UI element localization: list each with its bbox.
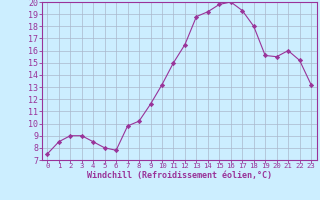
X-axis label: Windchill (Refroidissement éolien,°C): Windchill (Refroidissement éolien,°C) bbox=[87, 171, 272, 180]
